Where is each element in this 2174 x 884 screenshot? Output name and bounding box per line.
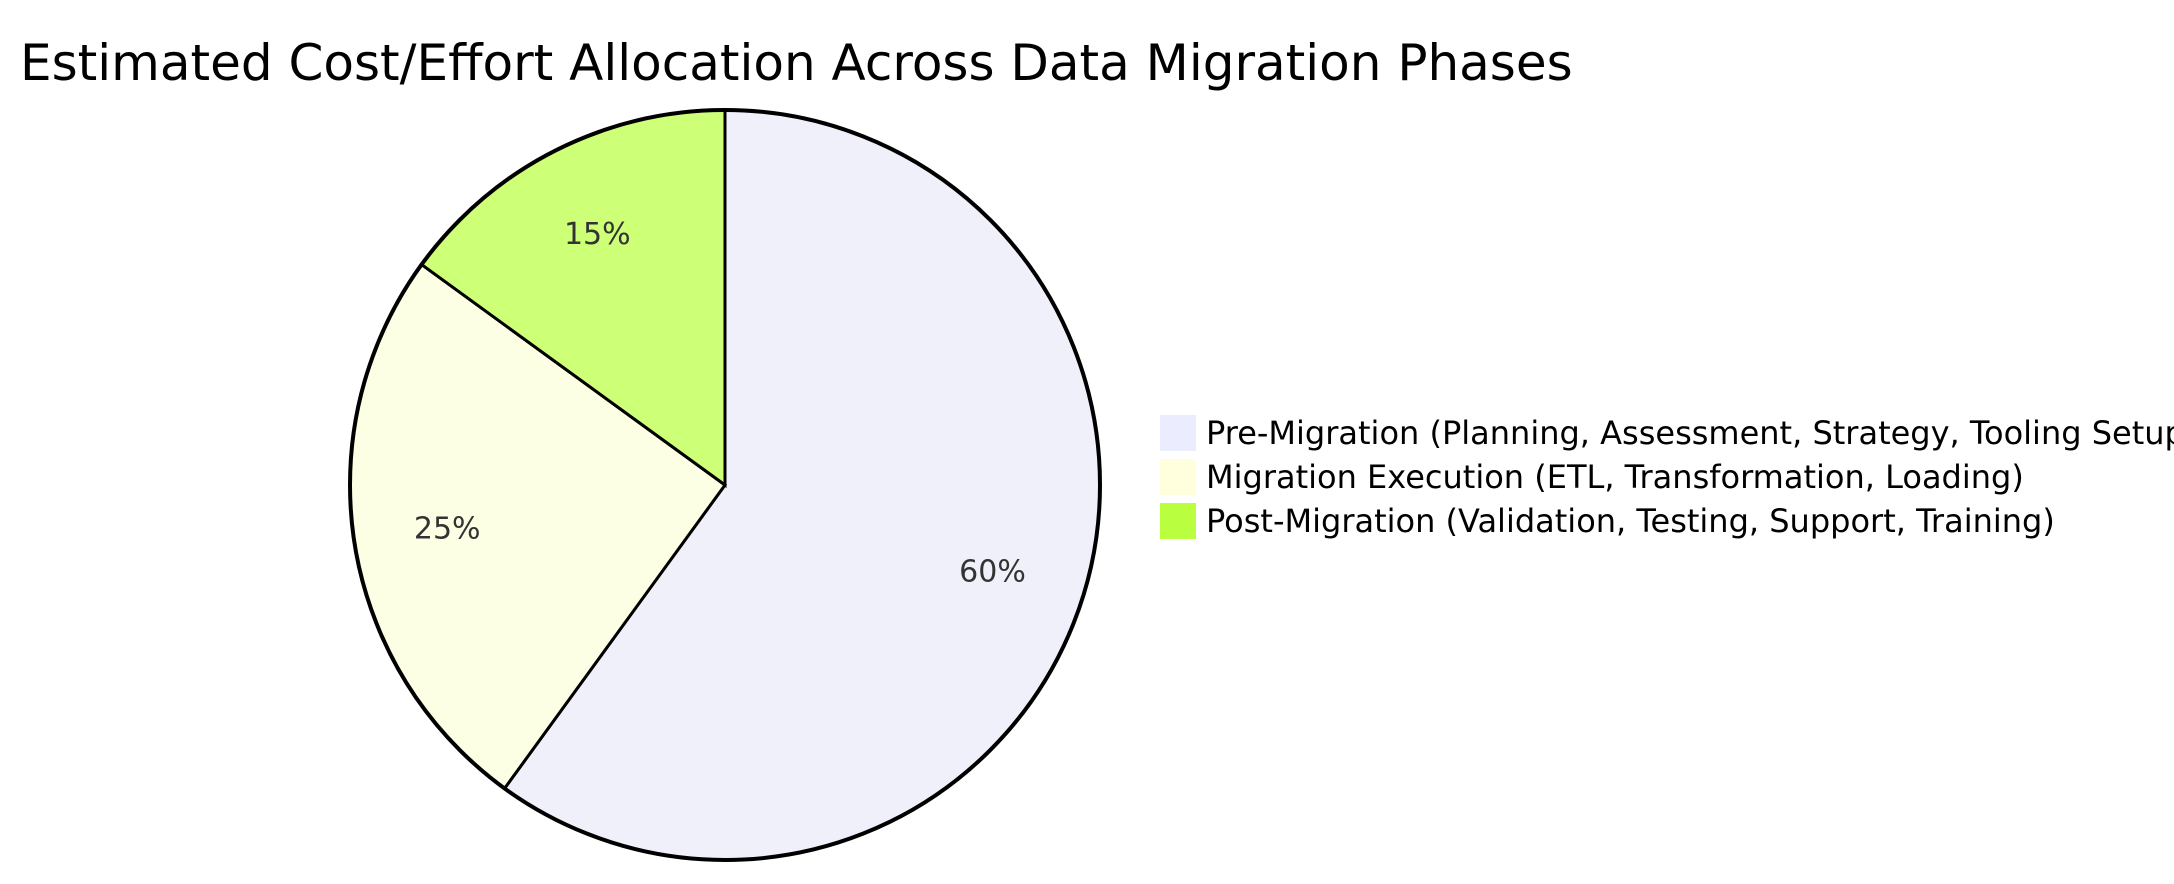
legend-swatch — [1160, 415, 1196, 451]
slice-value-label: 15% — [564, 217, 631, 252]
legend-swatch — [1160, 503, 1196, 539]
pie-outline — [348, 108, 1102, 862]
chart-title: Estimated Cost/Effort Allocation Across … — [20, 34, 1573, 92]
legend-label: Pre-Migration (Planning, Assessment, Str… — [1206, 414, 2174, 452]
pie-slices — [348, 108, 1102, 862]
legend-swatch — [1160, 459, 1196, 495]
legend-label: Post-Migration (Validation, Testing, Sup… — [1206, 502, 2055, 540]
pie-slice-labels: 60% 25% 15% — [414, 217, 1026, 590]
legend: Pre-Migration (Planning, Assessment, Str… — [1160, 414, 2174, 540]
slice-value-label: 60% — [959, 554, 1026, 589]
slice-value-label: 25% — [414, 511, 481, 546]
legend-label: Migration Execution (ETL, Transformation… — [1206, 458, 2024, 496]
